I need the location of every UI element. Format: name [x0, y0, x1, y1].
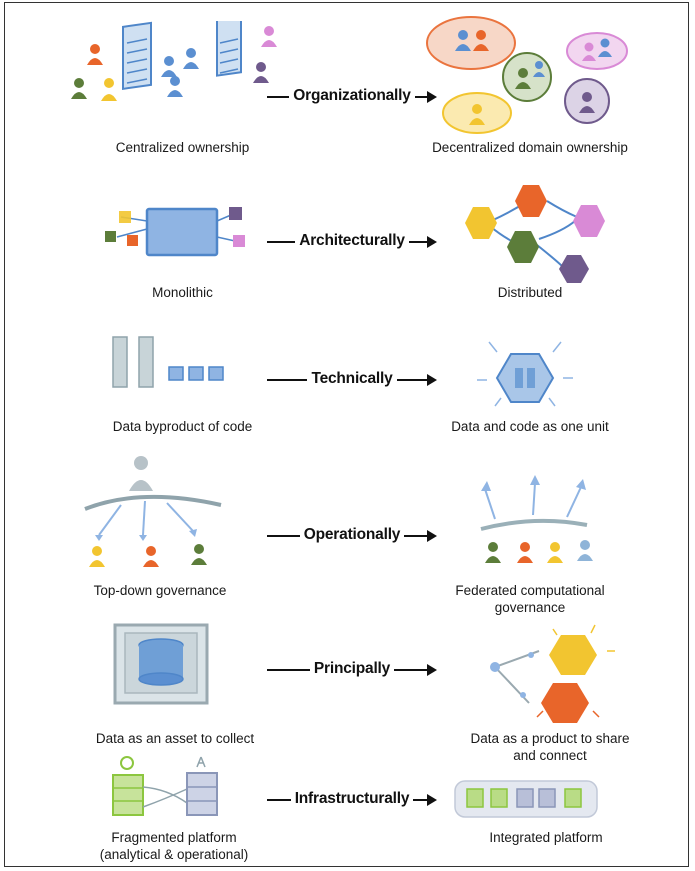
right-label-2: Distributed [497, 285, 563, 300]
person-icon [261, 26, 277, 47]
left-label-5: Data as an asset to collect [95, 731, 255, 746]
right-label-1: Decentralized domain ownership [432, 140, 628, 155]
person-icon [129, 456, 153, 491]
person-icon [473, 30, 489, 51]
top-down-governance-illustration [81, 455, 231, 578]
centralized-ownership-illustration [65, 15, 290, 121]
person-icon [579, 92, 595, 113]
person-icon [71, 78, 87, 99]
right-label-3: Data and code as one unit [451, 419, 609, 434]
person-icon [469, 104, 485, 125]
person-icon [101, 78, 117, 101]
distributed-illustration [453, 181, 613, 296]
shift-arrow-organizationally: Organizationally [267, 85, 437, 109]
person-icon [143, 546, 159, 567]
data-and-code-unit-illustration [475, 338, 575, 419]
person-icon [191, 544, 207, 565]
shift-label-principally: Principally [309, 660, 395, 677]
data-product-illustration [483, 621, 623, 736]
fragmented-platform-illustration [101, 753, 231, 840]
right-label-6: Integrated platform [489, 830, 603, 845]
right-label-4: Federated computational governance [455, 583, 605, 615]
person-icon [455, 30, 471, 51]
person-icon [485, 542, 501, 563]
person-icon [183, 48, 199, 69]
decentralized-ownership-illustration [425, 13, 635, 143]
left-label-3: Data byproduct of code [112, 419, 253, 434]
diagram-frame: Centralized ownership Organizationally D… [4, 2, 689, 867]
person-icon [87, 44, 103, 65]
right-label-5: Data as a product to share and connect [470, 731, 630, 763]
left-label-4: Top-down governance [93, 583, 227, 598]
person-icon [167, 76, 183, 97]
data-panel-icon [122, 21, 152, 90]
left-label-6: Fragmented platform (analytical & operat… [99, 830, 249, 862]
shift-arrow-infrastructurally: Infrastructurally [267, 788, 437, 812]
person-icon [577, 540, 593, 561]
person-icon [515, 68, 531, 89]
person-icon [161, 56, 177, 77]
person-icon [598, 38, 612, 57]
shift-arrow-operationally: Operationally [267, 524, 437, 548]
shift-label-architecturally: Architecturally [295, 232, 409, 249]
data-byproduct-illustration [105, 333, 235, 398]
shift-arrow-principally: Principally [267, 658, 437, 682]
shift-arrow-architecturally: Architecturally [267, 230, 437, 254]
person-icon [547, 542, 563, 563]
shift-label-infrastructurally: Infrastructurally [290, 790, 414, 807]
person-icon [253, 62, 269, 83]
shift-arrow-technically: Technically [267, 368, 437, 392]
data-asset-illustration [113, 623, 213, 712]
monolithic-illustration [95, 199, 255, 276]
shift-label-operationally: Operationally [299, 526, 405, 543]
data-panel-icon [216, 15, 242, 77]
left-label-1: Centralized ownership [115, 140, 250, 155]
federated-governance-illustration [475, 475, 615, 580]
shift-label-technically: Technically [307, 370, 397, 387]
person-icon [89, 546, 105, 567]
person-icon [533, 61, 545, 77]
shift-label-organizationally: Organizationally [289, 87, 415, 104]
integrated-platform-illustration [451, 775, 601, 828]
left-label-2: Monolithic [152, 285, 213, 300]
person-icon [517, 542, 533, 563]
person-icon [582, 42, 596, 61]
